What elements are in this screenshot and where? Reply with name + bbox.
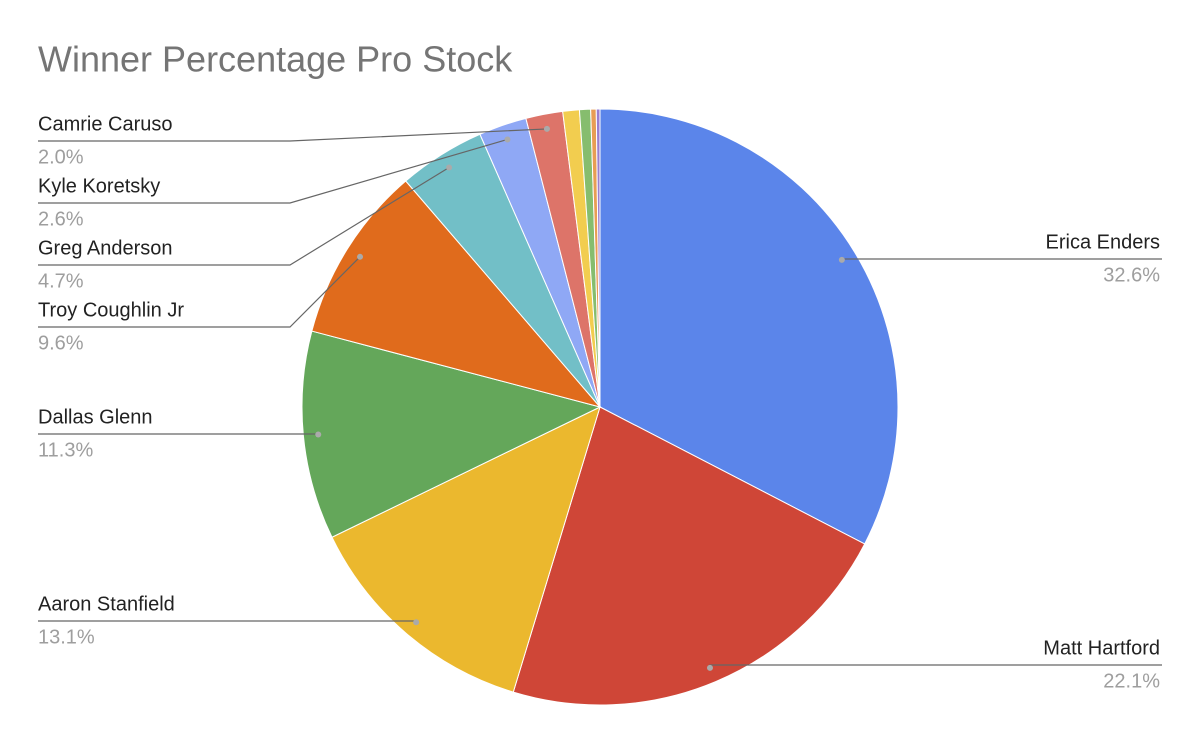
leader-dot	[413, 619, 420, 626]
pie-slice	[595, 108, 601, 408]
slice-label: Matt Hartford	[1043, 637, 1160, 659]
leader-line	[38, 256, 361, 328]
leader-dot	[706, 664, 713, 671]
pie-slice	[301, 330, 602, 538]
slice-value-label: 22.1%	[1103, 670, 1160, 692]
slice-value-label: 2.6%	[38, 208, 84, 230]
slice-label: Erica Enders	[1046, 231, 1161, 253]
slice-value-label: 13.1%	[38, 626, 95, 648]
leader-line	[841, 258, 1162, 260]
slice-value-label: 9.6%	[38, 332, 84, 354]
slice-label: Dallas Glenn	[38, 406, 153, 428]
slice-label: Greg Anderson	[38, 237, 173, 259]
leader-dot	[504, 136, 511, 143]
leader-dot	[446, 164, 453, 171]
leader-line	[38, 138, 508, 204]
slice-value-label: 32.6%	[1103, 264, 1160, 286]
leader-line	[38, 128, 547, 142]
chart-title: Winner Percentage Pro Stock	[38, 39, 513, 80]
leader-line	[709, 664, 1162, 668]
leader-line	[38, 433, 319, 435]
slice-label: Kyle Koretsky	[38, 175, 160, 197]
leader-dot	[543, 125, 550, 132]
pie-slice	[599, 108, 899, 545]
slice-label: Troy Coughlin Jr	[38, 299, 184, 321]
pie-slice	[311, 180, 602, 408]
slice-label: Camrie Caruso	[38, 113, 172, 135]
slice-value-label: 4.7%	[38, 270, 84, 292]
slice-value-label: 11.3%	[38, 439, 93, 461]
slice-value-label: 2.0%	[38, 146, 84, 168]
leader-dot	[838, 256, 845, 263]
leader-line	[38, 620, 417, 623]
leader-dot	[315, 431, 322, 438]
leader-line	[38, 166, 450, 266]
leader-dot	[357, 253, 364, 260]
pie-slice	[512, 406, 866, 706]
slice-label: Aaron Stanfield	[38, 593, 175, 615]
